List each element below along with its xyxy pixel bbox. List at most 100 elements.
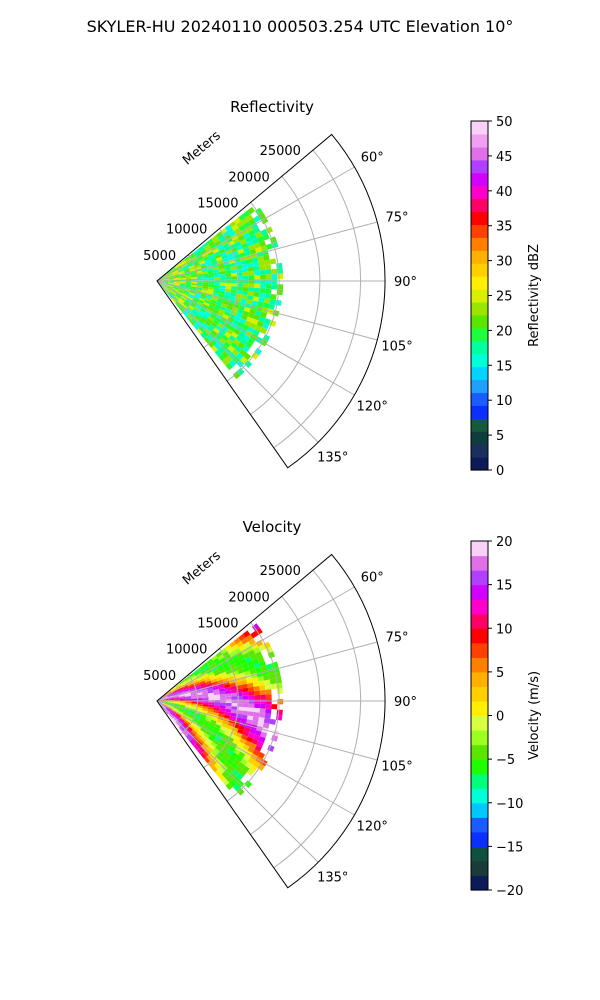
range-gate bbox=[258, 736, 266, 743]
range-gate bbox=[253, 292, 260, 298]
range-gate bbox=[213, 342, 221, 350]
range-gate bbox=[179, 699, 186, 701]
range-gate bbox=[214, 349, 222, 357]
range-axis-label: Meters bbox=[180, 128, 224, 168]
azimuth-tick-label: 75° bbox=[386, 631, 409, 646]
range-gate bbox=[196, 270, 203, 274]
range-gate bbox=[247, 746, 255, 754]
range-gate bbox=[248, 703, 255, 708]
range-gate bbox=[179, 704, 186, 707]
range-gate bbox=[178, 690, 185, 694]
range-gate bbox=[234, 765, 243, 773]
range-gate bbox=[164, 709, 169, 714]
range-gate bbox=[207, 736, 215, 742]
range-gate bbox=[215, 253, 222, 259]
range-gate bbox=[251, 318, 259, 325]
range-gate bbox=[220, 671, 227, 677]
range-gate bbox=[181, 723, 188, 729]
range-gate bbox=[171, 268, 177, 273]
range-gate bbox=[196, 703, 203, 707]
range-gate bbox=[165, 707, 171, 712]
range-gate bbox=[227, 255, 235, 261]
range-gate bbox=[206, 658, 214, 665]
range-gate bbox=[193, 743, 199, 751]
range-ring bbox=[226, 202, 280, 382]
range-gate bbox=[222, 314, 230, 320]
range-gate bbox=[190, 273, 197, 277]
range-gate bbox=[179, 285, 186, 288]
range-gate bbox=[182, 712, 189, 717]
range-gate bbox=[177, 710, 184, 714]
azimuth-tick-label: 120° bbox=[357, 819, 388, 834]
range-gate bbox=[206, 238, 214, 245]
colorbar-tick-label: 25 bbox=[496, 290, 513, 305]
range-gate bbox=[190, 706, 197, 709]
range-gate bbox=[264, 713, 272, 719]
range-gate bbox=[189, 710, 196, 714]
colorbar-segment bbox=[471, 289, 488, 303]
range-gate bbox=[264, 684, 272, 690]
range-gate bbox=[226, 252, 234, 258]
range-gate bbox=[230, 269, 237, 274]
range-gate bbox=[216, 676, 223, 682]
range-gate bbox=[277, 273, 284, 280]
colorbar-segment bbox=[471, 185, 488, 200]
range-gate bbox=[166, 270, 172, 275]
colorbar-segment bbox=[471, 555, 488, 571]
range-gate bbox=[202, 282, 209, 285]
range-gate bbox=[238, 331, 246, 339]
range-gate bbox=[221, 303, 228, 309]
range-gate bbox=[276, 682, 283, 689]
range-gate bbox=[219, 739, 226, 746]
colorbar-tick-label: −5 bbox=[496, 753, 515, 768]
data-field bbox=[157, 206, 284, 380]
range-gate bbox=[218, 710, 226, 715]
range-gate bbox=[172, 271, 179, 275]
range-gate bbox=[240, 259, 248, 265]
range-gate bbox=[209, 313, 216, 320]
range-gate bbox=[204, 320, 211, 327]
range-gate bbox=[234, 661, 242, 668]
range-gate bbox=[225, 288, 232, 293]
range-gate bbox=[219, 705, 226, 709]
range-gate bbox=[242, 744, 250, 751]
range-gate bbox=[168, 277, 175, 280]
range-gate bbox=[233, 338, 241, 346]
range-gate bbox=[195, 304, 202, 310]
range-gate bbox=[219, 693, 226, 698]
range-gate bbox=[167, 285, 174, 288]
range-gate bbox=[184, 706, 191, 710]
range-gate bbox=[265, 703, 272, 710]
range-gate bbox=[203, 312, 210, 319]
colorbar-tick-label: 15 bbox=[496, 359, 513, 374]
range-gate bbox=[214, 723, 222, 729]
azimuth-tick-label: 135° bbox=[317, 871, 348, 886]
range-gate bbox=[203, 256, 210, 261]
range-gate bbox=[173, 703, 180, 706]
range-gate bbox=[162, 276, 168, 279]
range-gate bbox=[219, 726, 227, 732]
range-gate bbox=[191, 318, 197, 324]
range-gate bbox=[168, 702, 175, 705]
range-gate bbox=[194, 713, 201, 718]
range-gate bbox=[212, 266, 219, 271]
range-gate bbox=[276, 714, 283, 721]
range-gate bbox=[265, 694, 272, 700]
range-gate bbox=[206, 326, 214, 333]
range-gate bbox=[184, 289, 191, 293]
range-gate bbox=[242, 630, 251, 638]
range-gate bbox=[191, 701, 198, 704]
range-gate bbox=[187, 314, 193, 320]
range-gate bbox=[258, 297, 265, 303]
range-gate bbox=[167, 713, 173, 719]
range-gate bbox=[240, 314, 248, 321]
range-gate bbox=[197, 245, 204, 251]
range-gate bbox=[261, 322, 270, 330]
range-gate bbox=[230, 685, 237, 691]
range-gate bbox=[172, 287, 179, 291]
range-gate bbox=[202, 702, 209, 705]
range-gate bbox=[167, 705, 174, 708]
range-gate bbox=[243, 306, 251, 313]
range-gate bbox=[168, 699, 175, 701]
range-gate bbox=[168, 282, 175, 284]
